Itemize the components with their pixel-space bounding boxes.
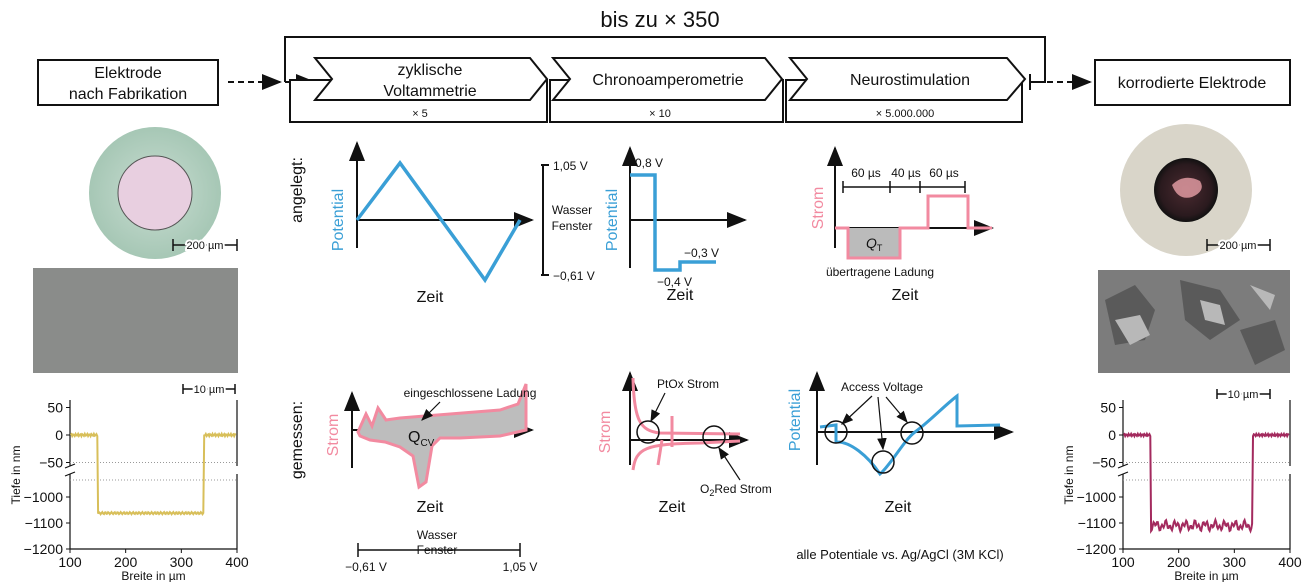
potential-label: −0,61 V xyxy=(553,269,595,283)
charge-sub: CV xyxy=(420,438,434,449)
o2red-pre: O xyxy=(700,482,709,496)
start-label: nach Fabrikation xyxy=(69,86,187,103)
axis-frame xyxy=(70,400,237,549)
x-label: Zeit xyxy=(659,499,686,516)
x-label: Zeit xyxy=(885,499,912,516)
charge-main: Q xyxy=(866,235,877,251)
annotation: Access Voltage xyxy=(841,380,923,394)
y-tick-label: −1100 xyxy=(1078,515,1116,531)
step-label: Voltammetrie xyxy=(383,83,476,100)
end-label: korrodierte Elektrode xyxy=(1118,75,1267,92)
y-tick-label: −50 xyxy=(1092,455,1116,471)
start-label: Elektrode xyxy=(94,65,162,82)
window-label: Fenster xyxy=(417,543,458,557)
charge-sub: T xyxy=(877,243,883,253)
charge-main: Q xyxy=(408,429,420,446)
figure: bis zu × 350 Elektrode nach Fabrikation … xyxy=(0,0,1305,582)
annotation: eingeschlossene Ladung xyxy=(404,386,537,400)
y-label: Strom xyxy=(810,187,827,230)
x-label: Zeit xyxy=(892,287,919,304)
y-label: Strom xyxy=(325,414,342,457)
x-tick-label: 400 xyxy=(1278,554,1302,570)
y-tick-label: −1000 xyxy=(24,489,64,505)
loop-title: bis zu × 350 xyxy=(600,7,719,32)
window-label: Wasser xyxy=(552,203,592,217)
y-label: Potential xyxy=(787,389,804,451)
row-label: angelegt: xyxy=(289,157,306,223)
scale-label: 200 µm xyxy=(187,240,224,252)
x-label: Zeit xyxy=(417,289,444,306)
annotation-arrow xyxy=(719,448,740,480)
scale-label: 10 µm xyxy=(1228,389,1259,401)
step-label: zyklische xyxy=(398,62,463,79)
annotation-arrow xyxy=(886,397,907,422)
x-axis-label: Breite in µm xyxy=(121,569,185,582)
step-repeat: × 5.000.000 xyxy=(876,108,934,120)
y-tick-label: −50 xyxy=(39,455,63,471)
potential-label: 1,05 V xyxy=(503,560,538,574)
cv-waveform xyxy=(357,163,520,280)
duration-label: 40 µs xyxy=(891,166,921,180)
step-label: Neurostimulation xyxy=(850,72,970,89)
x-tick-label: 300 xyxy=(1223,554,1247,570)
x-tick-label: 200 xyxy=(114,554,138,570)
footnote: alle Potentiale vs. Ag/AgCl (3M KCl) xyxy=(796,547,1003,562)
y-tick-label: 0 xyxy=(1108,427,1116,443)
window-label: Wasser xyxy=(417,528,457,542)
window-label: Fenster xyxy=(552,219,593,233)
step-repeat: × 5 xyxy=(412,108,428,120)
x-tick-label: 100 xyxy=(58,554,82,570)
y-tick-label: −1200 xyxy=(24,541,64,557)
duration-label: 60 µs xyxy=(851,166,881,180)
potential-label: 0,8 V xyxy=(635,156,663,170)
y-tick-label: 50 xyxy=(1100,400,1116,416)
window-bracket xyxy=(541,165,549,275)
y-label: Potential xyxy=(330,189,347,251)
x-tick-label: 200 xyxy=(1167,554,1191,570)
row-label: gemessen: xyxy=(289,401,306,479)
y-label: Strom xyxy=(597,411,614,454)
marker-circle xyxy=(703,426,725,448)
step-label: Chronoamperometrie xyxy=(592,72,743,89)
y-tick-label: 50 xyxy=(47,400,63,416)
potential-label: 1,05 V xyxy=(553,159,588,173)
profile-trace xyxy=(71,434,236,514)
potential-label: −0,61 V xyxy=(345,560,387,574)
x-label: Zeit xyxy=(667,287,694,304)
annotation-arrows xyxy=(842,396,907,449)
axis-break xyxy=(65,464,75,476)
duration-label: 60 µs xyxy=(929,166,959,180)
scale-label: 200 µm xyxy=(1220,240,1257,252)
axis-frame xyxy=(1123,400,1290,549)
o2red-post: Red Strom xyxy=(714,482,771,496)
profile-trace xyxy=(1124,434,1289,531)
scale-label: 10 µm xyxy=(194,384,225,396)
x-axis-label: Breite in µm xyxy=(1174,569,1238,582)
step-repeat: × 10 xyxy=(649,108,671,120)
potential-label: −0,3 V xyxy=(684,246,719,260)
sem-image xyxy=(33,268,238,373)
y-axis-label: Tiefe in nm xyxy=(9,446,23,505)
x-label: Zeit xyxy=(417,499,444,516)
axis-break xyxy=(1118,464,1128,476)
y-tick-label: −1000 xyxy=(1077,489,1117,505)
y-label: Potential xyxy=(604,189,621,251)
annotation-arrow xyxy=(651,393,665,421)
y-tick-label: −1100 xyxy=(25,515,63,531)
x-tick-label: 300 xyxy=(170,554,194,570)
y-axis-label: Tiefe in nm xyxy=(1062,446,1076,505)
y-tick-label: 0 xyxy=(55,427,63,443)
annotation: O2Red Strom xyxy=(700,482,772,498)
charge-label: übertragene Ladung xyxy=(826,265,934,279)
x-tick-label: 400 xyxy=(225,554,249,570)
y-tick-label: −1200 xyxy=(1077,541,1117,557)
annotation: PtOx Strom xyxy=(657,377,719,391)
x-tick-label: 100 xyxy=(1111,554,1135,570)
duration-bracket xyxy=(843,181,965,193)
annotation-arrow xyxy=(842,396,872,424)
electrode-site xyxy=(118,156,192,230)
annotation-arrow xyxy=(878,397,883,449)
